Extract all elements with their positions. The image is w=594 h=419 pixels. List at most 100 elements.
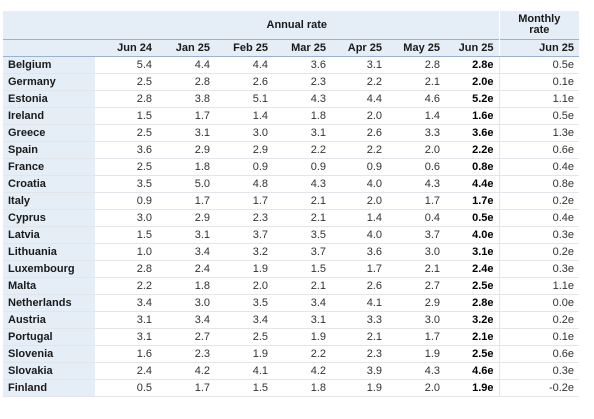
country-name: Slovakia — [3, 362, 95, 380]
annual-rate-cell: 2.9 — [387, 294, 445, 312]
monthly-rate-cell: 0.3e — [498, 362, 580, 380]
annual-rate-cell: 1.9 — [215, 260, 273, 278]
table-row: Lithuania 1.0 3.4 3.2 3.7 3.6 3.0 3.1e 0.2e — [3, 243, 580, 261]
annual-rate-cell: 2.1 — [387, 260, 445, 278]
annual-rate-cell: 2.5e — [445, 345, 500, 363]
monthly-rate-cell: 1.1e — [498, 90, 580, 108]
country-name: Lithuania — [3, 243, 95, 261]
annual-rate-cell: 2.0 — [331, 192, 387, 210]
annual-rate-cell: 2.7 — [387, 277, 445, 295]
country-name: Portugal — [3, 328, 95, 346]
annual-rate-cell: 2.2 — [331, 141, 387, 159]
annual-rate-cell: 1.9 — [387, 345, 445, 363]
annual-rate-cell: 2.1 — [273, 209, 331, 227]
annual-rate-cell: 4.6e — [445, 362, 500, 380]
country-name: Croatia — [3, 175, 95, 193]
annual-rate-cell: 0.5e — [445, 209, 500, 227]
annual-rate-cell: 3.7 — [215, 226, 273, 244]
annual-rate-cell: 1.7 — [157, 379, 215, 397]
column-header-row: Jun 24 Jan 25 Feb 25 Mar 25 Apr 25 May 25 Jun … — [3, 39, 580, 57]
country-name: Slovenia — [3, 345, 95, 363]
table-row: Austria 3.1 3.4 3.4 3.1 3.3 3.0 3.2e 0.2e — [3, 311, 580, 329]
annual-rate-cell: 2.8 — [95, 90, 157, 108]
annual-rate-cell: 0.9 — [273, 158, 331, 176]
annual-rate-cell: 1.8 — [157, 277, 215, 295]
annual-rate-cell: 2.3 — [331, 345, 387, 363]
annual-rate-cell: 1.9 — [331, 379, 387, 397]
annual-rate-cell: 0.9 — [331, 158, 387, 176]
annual-rate-cell: 2.8 — [95, 260, 157, 278]
annual-rate-cell: 2.9 — [157, 209, 215, 227]
annual-rate-cell: 3.4 — [215, 311, 273, 329]
annual-rate-cell: 4.4 — [215, 56, 273, 74]
annual-rate-cell: 3.2e — [445, 311, 500, 329]
annual-rate-cell: 0.6 — [387, 158, 445, 176]
annual-rate-cell: 1.9 — [273, 328, 331, 346]
column-header: Apr 25 — [331, 39, 387, 57]
table-row: Portugal 3.1 2.7 2.5 1.9 2.1 1.7 2.1e 0.1e — [3, 328, 580, 346]
annual-rate-cell: 3.0 — [387, 243, 445, 261]
annual-rate-cell: 3.1 — [273, 124, 331, 142]
annual-rate-cell: 1.5 — [215, 379, 273, 397]
table-body: Belgium 5.4 4.4 4.4 3.6 3.1 2.8 2.8e 0.5e Germany… — [3, 56, 580, 397]
annual-rate-cell: 3.2 — [215, 243, 273, 261]
annual-rate-cell: 3.1 — [157, 124, 215, 142]
annual-rate-cell: 3.6e — [445, 124, 500, 142]
annual-rate-cell: 3.7 — [273, 243, 331, 261]
monthly-rate-cell: 0.5e — [498, 107, 580, 125]
monthly-rate-cell: 0.2e — [498, 192, 580, 210]
annual-rate-cell: 2.0 — [387, 141, 445, 159]
monthly-rate-cell: 0.6e — [498, 345, 580, 363]
annual-rate-cell: 2.1 — [273, 277, 331, 295]
annual-rate-cell: 3.0 — [387, 311, 445, 329]
annual-rate-cell: 1.5 — [273, 260, 331, 278]
annual-rate-cell: 4.0 — [331, 175, 387, 193]
country-name: Estonia — [3, 90, 95, 108]
table-row: Italy 0.9 1.7 1.7 2.1 2.0 1.7 1.7e 0.2e — [3, 192, 580, 210]
monthly-rate-cell: 0.5e — [498, 56, 580, 74]
annual-rate-cell: 4.2 — [157, 362, 215, 380]
annual-rate-cell: 3.6 — [331, 243, 387, 261]
annual-rate-cell: 4.1 — [331, 294, 387, 312]
annual-rate-cell: 3.8 — [157, 90, 215, 108]
table-row: Greece 2.5 3.1 3.0 3.1 2.6 3.3 3.6e 1.3e — [3, 124, 580, 142]
annual-rate-cell: 1.8 — [273, 107, 331, 125]
annual-rate-cell: 2.2 — [95, 277, 157, 295]
annual-rate-cell: 3.1 — [273, 311, 331, 329]
country-name: Greece — [3, 124, 95, 142]
country-name: Ireland — [3, 107, 95, 125]
country-name: Netherlands — [3, 294, 95, 312]
annual-rate-cell: 2.4 — [95, 362, 157, 380]
monthly-rate-cell: 0.1e — [498, 73, 580, 91]
annual-rate-cell: 0.9 — [95, 192, 157, 210]
corner-cell — [3, 11, 95, 40]
annual-rate-cell: 1.9e — [445, 379, 500, 397]
country-name: Germany — [3, 73, 95, 91]
annual-rate-cell: 1.7e — [445, 192, 500, 210]
annual-rate-cell: 3.6 — [95, 141, 157, 159]
annual-rate-cell: 3.0 — [95, 209, 157, 227]
annual-rate-cell: 3.1 — [157, 226, 215, 244]
annual-rate-cell: 2.3 — [215, 209, 273, 227]
annual-rate-cell: 2.5 — [215, 328, 273, 346]
table-row: Finland 0.5 1.7 1.5 1.8 1.9 2.0 1.9e -0.2e — [3, 379, 580, 397]
table-row: Germany 2.5 2.8 2.6 2.3 2.2 2.1 2.0e 0.1e — [3, 73, 580, 91]
monthly-rate-cell: 0.1e — [498, 328, 580, 346]
annual-rate-cell: 2.4e — [445, 260, 500, 278]
annual-rate-cell: 3.5 — [273, 226, 331, 244]
annual-rate-cell: 1.7 — [157, 107, 215, 125]
annual-rate-cell: 3.3 — [331, 311, 387, 329]
group-header-row: Annual rate Monthly rate — [3, 11, 580, 40]
annual-rate-cell: 3.0 — [215, 124, 273, 142]
annual-rate-cell: 0.4 — [387, 209, 445, 227]
table-row: Luxembourg 2.8 2.4 1.9 1.5 1.7 2.1 2.4e 0.3e — [3, 260, 580, 278]
monthly-rate-cell: 0.2e — [498, 243, 580, 261]
table-row: Cyprus 3.0 2.9 2.3 2.1 1.4 0.4 0.5e 0.4e — [3, 209, 580, 227]
annual-rate-cell: 1.7 — [157, 192, 215, 210]
country-name: Latvia — [3, 226, 95, 244]
annual-rate-cell: 2.4 — [157, 260, 215, 278]
annual-rate-cell: 2.5 — [95, 158, 157, 176]
annual-rate-cell: 0.5 — [95, 379, 157, 397]
country-name: Cyprus — [3, 209, 95, 227]
monthly-rate-cell: 0.8e — [498, 175, 580, 193]
